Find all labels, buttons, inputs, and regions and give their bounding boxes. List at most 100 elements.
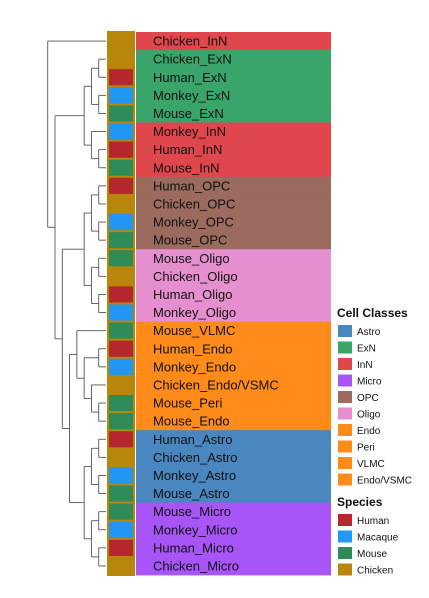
legend-swatch bbox=[338, 530, 352, 543]
cell-class-row bbox=[136, 50, 331, 69]
row-label: Monkey_ExN bbox=[153, 88, 230, 103]
legend-label: ExN bbox=[357, 344, 376, 355]
legend-swatch bbox=[338, 341, 352, 354]
species-legend-title: Species bbox=[337, 495, 383, 509]
species-cell bbox=[109, 539, 133, 556]
row-label: Mouse_VLMC bbox=[153, 323, 235, 338]
legend-swatch bbox=[338, 473, 352, 486]
species-cell bbox=[109, 431, 133, 448]
legend-label: Chicken bbox=[357, 566, 393, 577]
species-cell bbox=[109, 485, 133, 502]
cell-class-row bbox=[136, 231, 331, 250]
cell-class-row bbox=[136, 520, 331, 540]
row-label: Mouse_Astro bbox=[153, 486, 230, 501]
legend-swatch bbox=[338, 325, 352, 337]
cell-class-row bbox=[136, 86, 331, 105]
cell-class-row bbox=[136, 176, 331, 196]
cell-classes-legend: Cell Classes Astro ExN InN Micro OPC Oligo End… bbox=[337, 306, 412, 487]
row-label: Human_Astro bbox=[153, 432, 232, 447]
row-label: Human_ExN bbox=[153, 70, 227, 85]
legend-label: Peri bbox=[357, 443, 375, 454]
species-cell bbox=[109, 87, 133, 104]
species-cell bbox=[109, 449, 133, 466]
species-cell bbox=[109, 395, 133, 412]
cell-class-rows: Chicken_InN Chicken_ExN Human_ExN Monkey_Ex… bbox=[136, 32, 331, 576]
row-label: Human_InN bbox=[153, 142, 222, 157]
cell-class-row bbox=[136, 158, 331, 178]
legend-label: Macaque bbox=[357, 533, 399, 544]
cell-class-row bbox=[136, 538, 331, 558]
species-cell bbox=[109, 51, 133, 68]
species-legend: Species Human Macaque Mouse Chicken bbox=[337, 495, 399, 577]
row-label: Chicken_ExN bbox=[153, 52, 232, 67]
legend-swatch bbox=[338, 440, 352, 453]
species-cell bbox=[109, 232, 133, 249]
legend-swatch bbox=[338, 563, 352, 576]
row-label: Mouse_Micro bbox=[153, 504, 231, 519]
cell-class-row bbox=[136, 394, 331, 413]
species-cell bbox=[109, 503, 133, 520]
legend-label: Human bbox=[357, 516, 389, 527]
species-cell bbox=[109, 69, 133, 86]
row-label: Mouse_InN bbox=[153, 160, 219, 175]
species-cell bbox=[109, 214, 133, 231]
species-cell bbox=[109, 159, 133, 176]
species-cell bbox=[109, 195, 133, 212]
cell-class-row bbox=[136, 140, 331, 160]
row-label: Mouse_Peri bbox=[153, 396, 222, 411]
legend-label: Oligo bbox=[357, 410, 381, 421]
cell-class-row bbox=[136, 466, 331, 485]
legend-swatch bbox=[338, 358, 352, 370]
dendrogram bbox=[47, 40, 106, 567]
species-cell bbox=[109, 557, 133, 574]
legend-swatch bbox=[338, 391, 352, 403]
legend-swatch bbox=[338, 457, 352, 469]
species-cell bbox=[109, 358, 133, 375]
row-label: Human_OPC bbox=[153, 178, 230, 193]
legend-swatch bbox=[338, 407, 352, 420]
cell-class-row bbox=[136, 556, 331, 576]
cell-class-row bbox=[136, 104, 331, 123]
legend-label: Micro bbox=[357, 377, 382, 388]
cell-class-row bbox=[136, 249, 331, 268]
species-cell bbox=[109, 33, 133, 50]
cell-class-row bbox=[136, 68, 331, 87]
legend-label: Endo bbox=[357, 426, 381, 437]
cell-class-row bbox=[136, 430, 331, 449]
cell-class-row bbox=[136, 321, 331, 341]
row-label: Monkey_Endo bbox=[153, 359, 236, 374]
row-label: Monkey_Oligo bbox=[153, 305, 236, 320]
row-label: Chicken_Endo/VSMC bbox=[153, 377, 279, 392]
cell-class-row bbox=[136, 32, 331, 51]
species-annotation-column bbox=[107, 31, 135, 576]
legend-label: Mouse bbox=[357, 549, 387, 560]
species-cell bbox=[109, 521, 133, 538]
legend-swatch bbox=[338, 424, 352, 436]
legend-label: Astro bbox=[357, 327, 381, 338]
legend-swatch bbox=[338, 374, 352, 387]
cell-class-row bbox=[136, 267, 331, 286]
row-label: Human_Endo bbox=[153, 341, 233, 356]
species-cell bbox=[109, 413, 133, 430]
cell-class-row bbox=[136, 213, 331, 232]
species-cell bbox=[109, 141, 133, 158]
legend-swatch bbox=[338, 547, 352, 559]
row-label: Chicken_Oligo bbox=[153, 269, 238, 284]
species-cell bbox=[109, 105, 133, 122]
row-label: Human_Micro bbox=[153, 540, 234, 555]
cell-class-row bbox=[136, 357, 331, 377]
row-label: Chicken_InN bbox=[153, 34, 227, 49]
cell-class-row bbox=[136, 285, 331, 304]
species-cell bbox=[109, 322, 133, 339]
row-label: Chicken_OPC bbox=[153, 196, 235, 211]
cell-class-row bbox=[136, 484, 331, 503]
legend-swatch bbox=[338, 514, 352, 526]
row-label: Chicken_Micro bbox=[153, 558, 239, 573]
row-label: Monkey_InN bbox=[153, 124, 226, 139]
species-cell bbox=[109, 467, 133, 484]
row-label: Mouse_Endo bbox=[153, 414, 230, 429]
species-cell bbox=[109, 177, 133, 194]
species-cell bbox=[109, 340, 133, 357]
species-cell bbox=[109, 376, 133, 393]
